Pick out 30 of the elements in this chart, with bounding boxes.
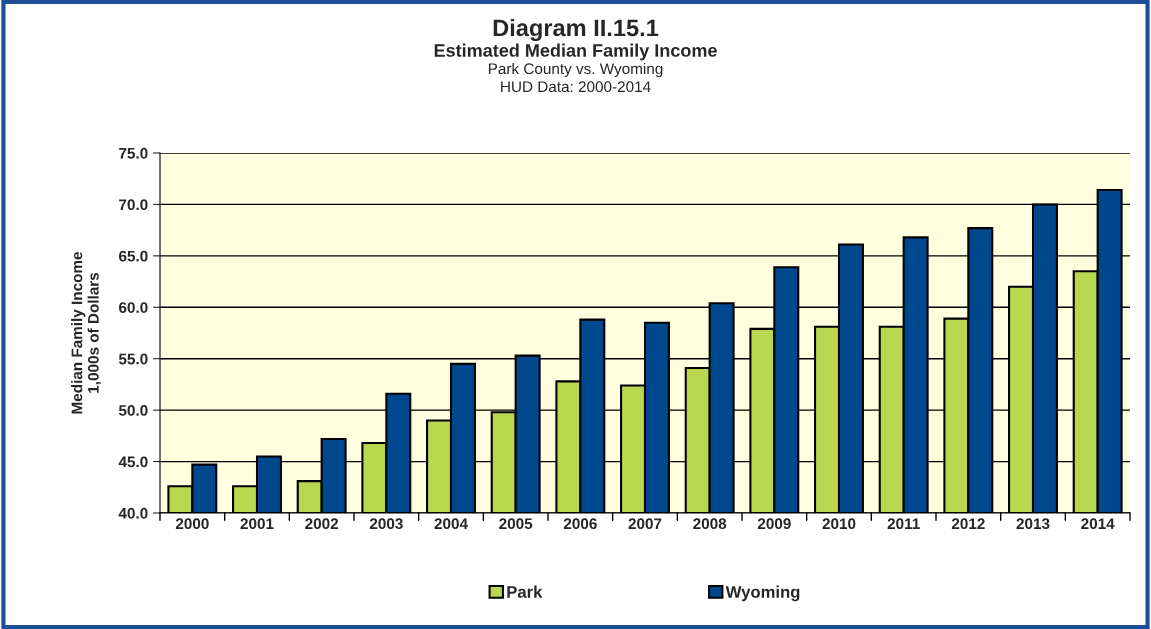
x-tick-label: 2007 [628,518,662,530]
y-tick-label: 60.0 [119,302,148,313]
chart-title: Diagram II.15.1 [493,18,659,42]
x-tick-label: 2008 [693,518,727,530]
text: Estimated Median Family Income [434,43,717,61]
x-tick-label: 2012 [951,518,985,530]
text: Park County vs. Wyoming [488,62,663,78]
x-tick-label: 2011 [887,518,920,530]
y-tick-label: 75.0 [119,147,148,159]
y-tick-label: 45.0 [118,456,148,468]
y-tick-label: 40.0 [118,507,148,519]
x-tick-label: 2009 [757,518,791,530]
y-tick-label: 65.0 [119,250,148,262]
x-tick-label: 2000 [175,518,209,530]
x-tick-label: 2004 [434,518,468,530]
x-tick-label: 2005 [499,518,533,530]
x-tick-label: 2013 [1016,518,1050,530]
text: HUD Data: 2000-2014 [501,81,651,93]
x-tick-label: 2002 [305,518,339,530]
legend-label: Park [507,585,543,598]
y-axis-title: Median Family Income 1,000s of Dollars [71,252,101,414]
y-tick-label: 55.0 [118,353,148,365]
x-tick-label: 2001 [240,518,274,530]
y-tick-label: 70.0 [119,199,148,211]
x-tick-label: 2014 [1081,518,1115,530]
x-tick-label: 2006 [563,518,597,530]
legend-label: Wyoming [725,585,800,602]
y-tick-label: 50.0 [118,405,148,416]
x-tick-label: 2010 [822,518,856,530]
x-tick-label: 2003 [369,518,403,530]
